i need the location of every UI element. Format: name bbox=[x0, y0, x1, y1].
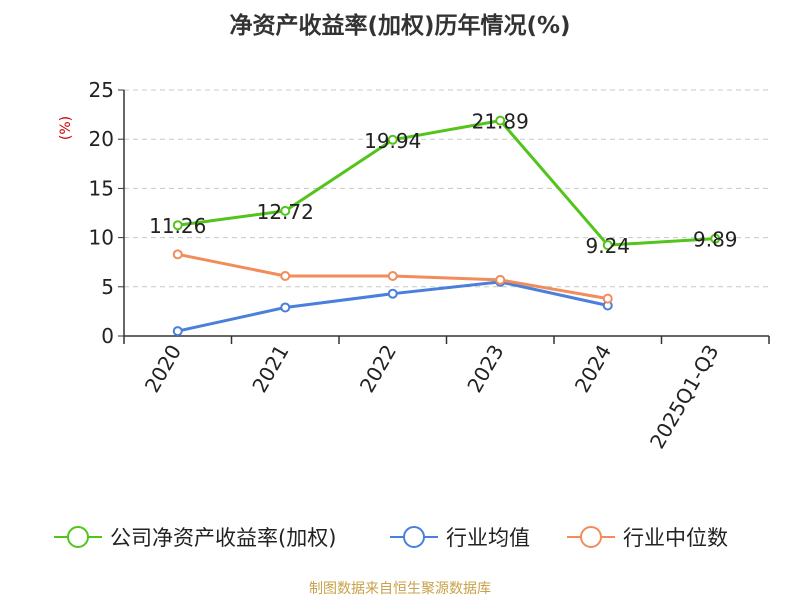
data-point bbox=[172, 220, 183, 231]
x-tick-label: 2025Q1-Q3 bbox=[645, 341, 724, 453]
x-tick-label: 2023 bbox=[462, 341, 508, 397]
legend: 公司净资产收益率(加权) 行业均值 行业中位数 bbox=[54, 526, 728, 550]
data-point bbox=[387, 134, 398, 145]
data-label: 19.94 bbox=[364, 129, 421, 153]
chart-title: 净资产收益率(加权)历年情况(%) bbox=[229, 12, 570, 39]
data-point bbox=[495, 115, 506, 126]
x-tick-label: 2024 bbox=[570, 341, 616, 397]
y-tick-label: 10 bbox=[89, 226, 114, 250]
data-point bbox=[387, 288, 398, 299]
data-point bbox=[710, 233, 721, 244]
legend-marker bbox=[580, 526, 602, 548]
data-point bbox=[280, 270, 291, 281]
data-point bbox=[387, 270, 398, 281]
series-line bbox=[177, 119, 716, 247]
data-label: 9.24 bbox=[585, 234, 630, 258]
legend-marker bbox=[67, 526, 89, 548]
data-point bbox=[172, 249, 183, 260]
y-tick-label: 5 bbox=[101, 275, 114, 299]
source-note: 制图数据来自恒生聚源数据库 bbox=[309, 581, 491, 597]
data-point bbox=[280, 302, 291, 313]
x-tick-label: 2022 bbox=[355, 341, 401, 397]
y-tick-label: 20 bbox=[89, 127, 114, 151]
grid-lines bbox=[124, 89, 769, 288]
y-tick-label: 25 bbox=[89, 78, 114, 102]
data-label: 21.89 bbox=[472, 110, 529, 134]
data-point bbox=[172, 326, 183, 337]
data-label: 9.89 bbox=[693, 228, 738, 252]
legend-label: 行业均值 bbox=[446, 526, 530, 550]
data-point bbox=[602, 293, 613, 304]
y-axis-label: (%) bbox=[58, 116, 74, 140]
data-point bbox=[495, 274, 506, 285]
data-label: 11.26 bbox=[149, 214, 206, 238]
data-point bbox=[280, 205, 291, 216]
data-point bbox=[602, 240, 613, 251]
x-tick-label: 2021 bbox=[247, 341, 293, 397]
x-tick-label: 2020 bbox=[140, 341, 186, 397]
legend-label: 行业中位数 bbox=[623, 526, 728, 550]
series-layer: 11.26 12.72 19.94 21.89 9.24 9.89 bbox=[149, 110, 738, 337]
data-label: 12.72 bbox=[257, 200, 314, 224]
legend-marker bbox=[403, 526, 425, 548]
y-tick-label: 0 bbox=[101, 324, 114, 348]
legend-label: 公司净资产收益率(加权) bbox=[110, 526, 336, 550]
y-tick-label: 15 bbox=[89, 176, 114, 200]
